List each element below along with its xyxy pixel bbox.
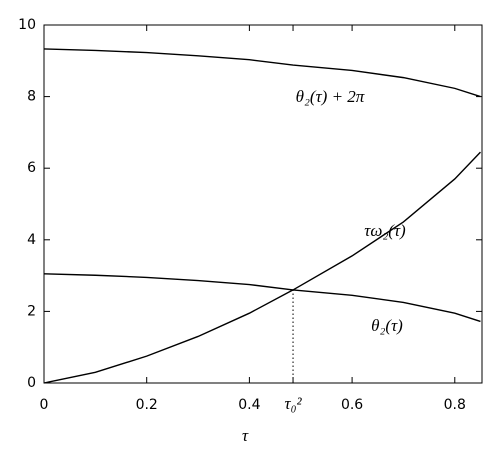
plot-frame xyxy=(43,24,483,384)
x-tick-label: 0.6 xyxy=(341,397,363,413)
y-tick-label: 4 xyxy=(27,232,36,248)
x-tick-label-special: τ₀² xyxy=(284,394,302,413)
y-tick-label: 10 xyxy=(18,17,36,33)
x-tick-label: 0.2 xyxy=(136,397,158,413)
y-tick-label: 2 xyxy=(27,303,36,319)
y-tick-label: 0 xyxy=(27,375,36,391)
series-label: θ₂(τ) + 2π xyxy=(296,87,365,106)
x-tick-label: 0 xyxy=(40,397,49,413)
x-tick-label: 0.8 xyxy=(444,397,466,413)
y-tick-label: 8 xyxy=(27,89,36,105)
x-axis-label: τ xyxy=(242,426,249,445)
series-label: τω₂(τ) xyxy=(364,221,406,240)
y-tick-label: 6 xyxy=(27,160,36,176)
x-tick-label: 0.4 xyxy=(238,397,260,413)
series-line xyxy=(43,151,481,384)
series-line xyxy=(43,48,481,98)
series-line xyxy=(43,273,481,323)
series-label: θ₂(τ) xyxy=(371,316,403,335)
